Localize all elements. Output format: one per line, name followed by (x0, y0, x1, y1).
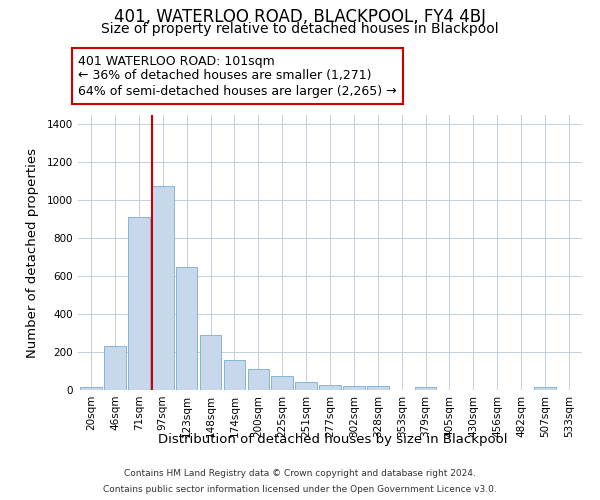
Bar (534, 387, 556, 390)
Bar (80, 387, 102, 390)
Bar (367, 386, 389, 390)
Bar (415, 387, 436, 390)
Bar (248, 369, 269, 390)
Bar (271, 376, 293, 390)
Bar (152, 186, 173, 390)
Text: Contains public sector information licensed under the Open Government Licence v3: Contains public sector information licen… (103, 485, 497, 494)
Bar (295, 382, 317, 390)
Text: Contains HM Land Registry data © Crown copyright and database right 2024.: Contains HM Land Registry data © Crown c… (124, 468, 476, 477)
Bar (200, 335, 221, 390)
Bar (319, 386, 341, 390)
Bar (224, 360, 245, 390)
Text: 401, WATERLOO ROAD, BLACKPOOL, FY4 4BJ: 401, WATERLOO ROAD, BLACKPOOL, FY4 4BJ (114, 8, 486, 26)
Text: Size of property relative to detached houses in Blackpool: Size of property relative to detached ho… (101, 22, 499, 36)
Bar (104, 346, 126, 390)
Text: 401 WATERLOO ROAD: 101sqm
← 36% of detached houses are smaller (1,271)
64% of se: 401 WATERLOO ROAD: 101sqm ← 36% of detac… (78, 54, 397, 98)
Y-axis label: Number of detached properties: Number of detached properties (26, 148, 38, 358)
Text: Distribution of detached houses by size in Blackpool: Distribution of detached houses by size … (158, 432, 508, 446)
Bar (343, 386, 365, 390)
Bar (176, 266, 197, 390)
Bar (128, 218, 149, 390)
